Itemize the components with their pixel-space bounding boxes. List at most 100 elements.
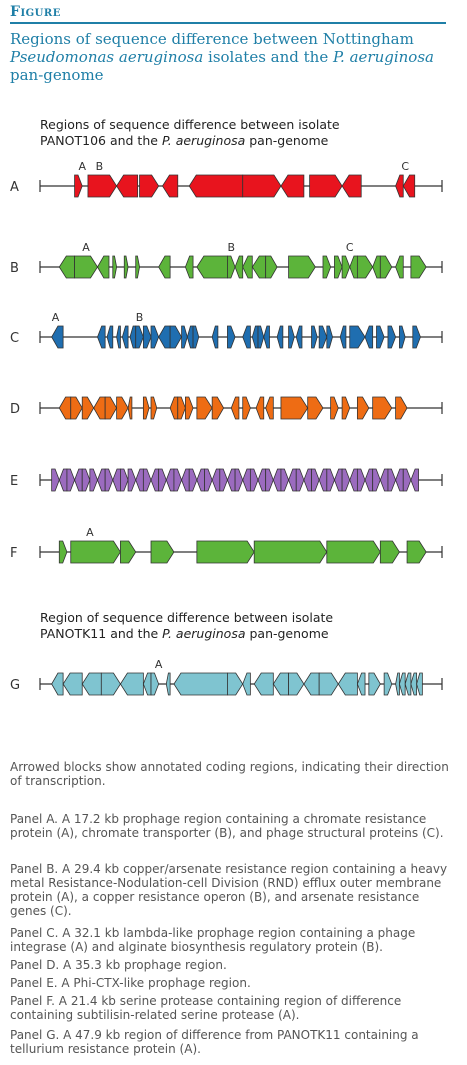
panel-e-gene-arrow-9 [112, 468, 121, 492]
subtitle1-part-1: Regions of sequence difference between i… [40, 117, 340, 148]
panel-b-gene-arrow-18 [341, 255, 351, 279]
subtitle2-part-1: Region of sequence difference between is… [40, 610, 334, 641]
panel-d-gene-arrow-8 [142, 396, 150, 420]
panel-c-gene-arrow-32 [399, 325, 406, 349]
panel-c-gene-arrow-31 [387, 325, 397, 349]
panel-a-gene-arrow-7 [242, 174, 282, 198]
panel-c-gene-arrow-19 [257, 325, 265, 349]
panel-b-gene-arrow-9 [196, 255, 228, 279]
panel-e-gene-arrow-24 [227, 468, 236, 492]
panel-c-gene-arrow-5 [121, 325, 129, 349]
title-part-3: isolates and the [203, 48, 333, 66]
panel-d-gene-arrow-12 [185, 396, 194, 420]
panel-a-gene-arrow-10 [341, 174, 362, 198]
title-part-1: Regions of sequence difference between N… [10, 30, 414, 48]
panel-d-gene-arrow-14 [211, 396, 225, 420]
panel-e-gene-arrow-28 [257, 468, 267, 492]
panel-e-gene-arrow-6 [89, 468, 98, 492]
panel-e-gene-arrow-8 [104, 468, 114, 492]
panel-g-gene-arrow-7 [150, 672, 160, 696]
panel-b-gene-arrow-8 [184, 255, 194, 279]
panel-d-gene-arrow-22 [341, 396, 351, 420]
subtitle-panotk11: Region of sequence difference between is… [40, 610, 370, 642]
panel-g-gene-arrow-13 [272, 672, 289, 696]
panel-f-description: Panel F. A 21.4 kb serine protease conta… [10, 994, 402, 1022]
subtitle-panot106: Regions of sequence difference between i… [40, 117, 370, 149]
panel-b-gene-arrow-19 [349, 255, 358, 279]
panel-e-gene-arrow-7 [97, 468, 106, 492]
title-part-2: Pseudomonas aeruginosa [10, 48, 204, 66]
panel-d-gene-arrow-20 [307, 396, 324, 420]
panel-e-gene-arrow-16 [165, 468, 175, 492]
panel-e-gene-arrow-27 [249, 468, 259, 492]
panel-d-gene-arrow-19 [280, 396, 309, 420]
panel-b-gene-arrow-23 [395, 255, 404, 279]
panel-a-gene-arrow-1 [74, 174, 83, 198]
panel-g-gene-arrow-2 [62, 672, 83, 696]
figure-caption: Arrowed blocks show annotated coding reg… [10, 760, 449, 788]
panel-e-gene-arrow-5 [81, 468, 91, 492]
panel-a-label: A [10, 180, 19, 195]
panel-e-gene-arrow-1 [51, 468, 60, 492]
figure-label: Figure [10, 4, 61, 20]
panel-b-gene-arrow-16 [322, 255, 332, 279]
panel-b-description: Panel B. A 29.4 kb copper/arsenate resis… [10, 862, 448, 918]
panel-a-gene-arrow-8 [280, 174, 305, 198]
panel-g-gene-arrow-4 [100, 672, 121, 696]
panel-f-gene-arrow-6 [253, 540, 328, 564]
panel-e-gene-arrow-31 [280, 468, 290, 492]
subtitle2-part-2: P. aeruginosa [162, 626, 246, 641]
panel-b-marker-b: B [227, 241, 235, 254]
panel-e-gene-arrow-35 [311, 468, 320, 492]
panel-a-gene-arrow-5 [162, 174, 179, 198]
panel-c-gene-arrow-12 [181, 325, 188, 349]
panel-e-gene-arrow-30 [272, 468, 282, 492]
panel-d-gene-arrow-1 [58, 396, 72, 420]
panel-c-gene-arrow-18 [251, 325, 259, 349]
panel-b-label: B [10, 261, 19, 276]
panel-d-gene-arrow-21 [330, 396, 339, 420]
panel-g-description: Panel G. A 47.9 kb region of difference … [10, 1028, 419, 1056]
panel-b-gene-arrow-6 [135, 255, 140, 279]
panel-e-gene-arrow-21 [204, 468, 213, 492]
panel-g-gene-arrow-10 [227, 672, 244, 696]
panel-d-gene-arrow-11 [177, 396, 186, 420]
panel-e-gene-arrow-19 [188, 468, 198, 492]
panel-a-marker-a: A [78, 160, 86, 173]
panel-b-gene-arrow-17 [334, 255, 343, 279]
panel-g-gene-arrow-1 [51, 672, 64, 696]
panel-f-gene-arrow-8 [379, 540, 400, 564]
panel-g-gene-arrow-19 [368, 672, 381, 696]
panel-c-label: C [10, 331, 19, 346]
panel-c-gene-arrow-14 [192, 325, 200, 349]
figure-rule [10, 22, 446, 24]
panel-d-gene-arrow-16 [242, 396, 251, 420]
panel-d-gene-arrow-3 [81, 396, 95, 420]
panel-e-gene-arrow-43 [372, 468, 381, 492]
panel-g-gene-arrow-6 [142, 672, 152, 696]
panel-f-gene-arrow-1 [58, 540, 68, 564]
panel-e-gene-arrow-20 [196, 468, 205, 492]
panel-e-gene-arrow-15 [158, 468, 167, 492]
panel-g-gene-arrow-20 [383, 672, 393, 696]
panel-a-description: Panel A. A 17.2 kb prophage region conta… [10, 812, 444, 840]
panel-c-gene-arrow-21 [276, 325, 284, 349]
panel-a-gene-arrow-12 [402, 174, 416, 198]
panel-c-gene-arrow-3 [106, 325, 114, 349]
panel-c-gene-arrow-4 [116, 325, 121, 349]
panel-g-gene-arrow-8 [165, 672, 171, 696]
panel-a-gene-arrow-2 [87, 174, 118, 198]
panel-d-gene-arrow-15 [230, 396, 240, 420]
title-part-4: P. aeruginosa [332, 48, 434, 66]
panel-c-marker-b: B [136, 311, 144, 324]
panel-c-gene-arrow-27 [339, 325, 347, 349]
panel-c-gene-arrow-1 [51, 325, 64, 349]
panel-b-gene-arrow-3 [97, 255, 110, 279]
panel-d-label: D [10, 402, 20, 417]
panel-a-gene-arrow-4 [139, 174, 160, 198]
panel-d-gene-arrow-7 [127, 396, 133, 420]
panel-e-gene-arrow-3 [66, 468, 76, 492]
panel-e-gene-arrow-41 [356, 468, 366, 492]
panel-e-gene-arrow-22 [211, 468, 221, 492]
panel-d-gene-arrow-4 [93, 396, 106, 420]
